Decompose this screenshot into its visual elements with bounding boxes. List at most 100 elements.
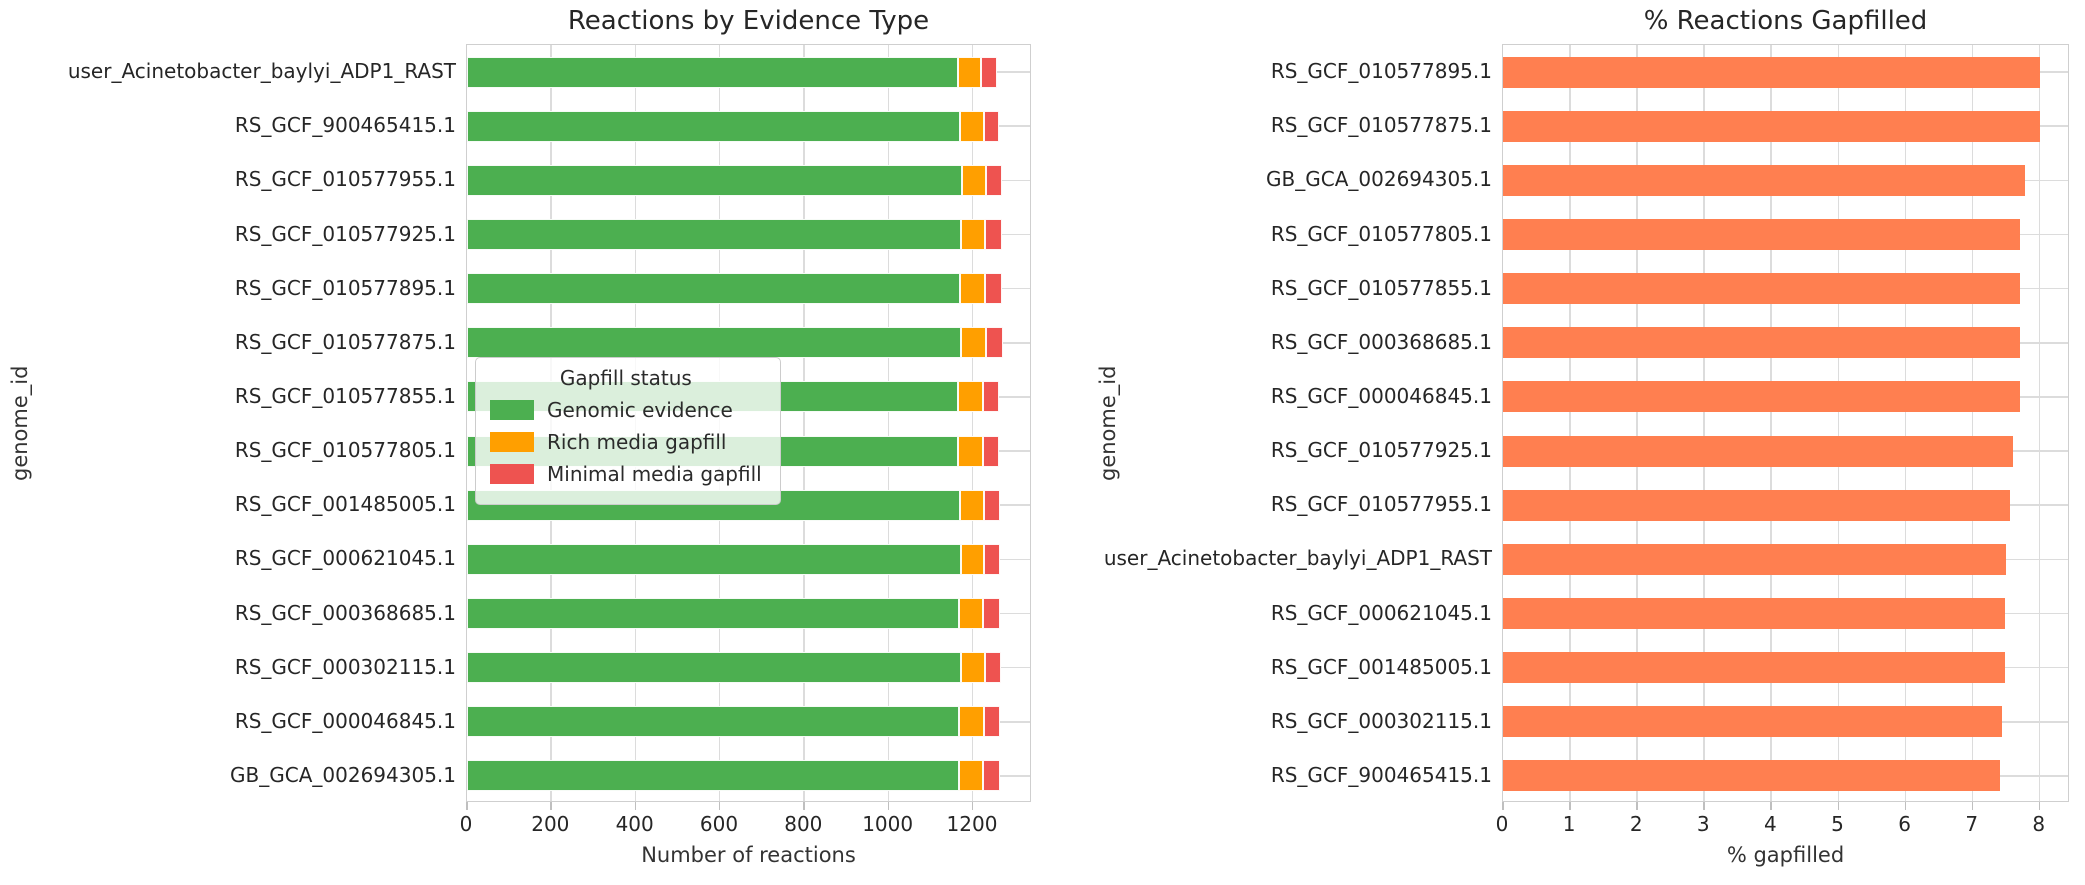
y-tick-label: RS_GCF_010577955.1 xyxy=(1270,492,1492,517)
bar-segment-genomic-evidence xyxy=(467,219,962,250)
x-tick-mark xyxy=(1569,802,1571,810)
x-tick-mark xyxy=(1837,802,1839,810)
x-tick-mark xyxy=(803,802,805,810)
x-tick-mark xyxy=(1703,802,1705,810)
x-gridline xyxy=(1636,45,1638,801)
x-gridline xyxy=(887,45,890,801)
x-tick-mark xyxy=(2038,802,2041,810)
x-tick-mark xyxy=(550,802,552,810)
percent-gapfilled-bar xyxy=(1503,327,2020,359)
bar-segment-genomic-evidence xyxy=(467,164,962,196)
stacked-bar xyxy=(467,760,1000,792)
y-tick-label: RS_GCF_001485005.1 xyxy=(1270,654,1492,679)
x-tick-mark xyxy=(1502,802,1504,810)
bar-segment-minimal-media-gapfill xyxy=(983,110,1000,142)
x-tick-label: 8 xyxy=(2032,812,2046,836)
stacked-bar xyxy=(467,56,998,88)
stacked-bar xyxy=(467,652,1001,684)
x-tick-label: 1000 xyxy=(862,812,914,836)
y-tick-label: RS_GCF_000621045.1 xyxy=(234,546,456,571)
bar-segment-rich-media-gapfill xyxy=(959,110,984,142)
y-tick-label: RS_GCF_000302115.1 xyxy=(234,654,456,679)
x-tick-label: 1 xyxy=(1562,812,1576,836)
stacked-bar xyxy=(467,110,1000,142)
y-tick-label: GB_GCA_002694305.1 xyxy=(230,762,456,787)
stacked-bar xyxy=(467,327,1004,359)
bar-segment-minimal-media-gapfill xyxy=(984,652,1001,684)
percent-gapfilled-bar xyxy=(1503,56,2040,88)
bar-segment-rich-media-gapfill xyxy=(958,435,983,467)
percent-gapfilled-bar xyxy=(1503,598,2005,629)
x-tick-label: 0 xyxy=(459,812,473,836)
bar-segment-minimal-media-gapfill xyxy=(983,706,1000,738)
y-tick-label: RS_GCF_010577855.1 xyxy=(234,383,456,408)
bar-segment-rich-media-gapfill xyxy=(961,164,986,196)
stacked-bar xyxy=(467,543,1001,575)
bar-segment-rich-media-gapfill xyxy=(959,706,984,738)
bar-segment-minimal-media-gapfill xyxy=(981,56,998,88)
bar-segment-minimal-media-gapfill xyxy=(986,327,1004,359)
bar-segment-rich-media-gapfill xyxy=(958,598,984,629)
legend-entries: Genomic evidence Rich media gapfill Minima… xyxy=(490,398,762,486)
bar-segment-genomic-evidence xyxy=(467,543,961,575)
y-tick-label: RS_GCF_000368685.1 xyxy=(1270,329,1492,354)
bar-segment-genomic-evidence xyxy=(467,652,962,684)
y-tick-label: RS_GCF_010577925.1 xyxy=(234,221,456,246)
y-tick-label: RS_GCF_010577955.1 xyxy=(234,167,456,192)
x-gridline xyxy=(2038,45,2041,801)
stacked-bar xyxy=(467,219,1002,250)
percent-gapfilled-bar xyxy=(1503,760,2000,792)
bar-segment-minimal-media-gapfill xyxy=(985,273,1003,305)
legend-label: Minimal media gapfill xyxy=(547,462,762,486)
legend-entry: Minimal media gapfill xyxy=(490,462,762,486)
legend-entry: Genomic evidence xyxy=(490,398,762,422)
stacked-bar xyxy=(467,164,1002,196)
percent-gapfilled-bar xyxy=(1503,219,2020,250)
x-tick-label: 800 xyxy=(784,812,823,836)
x-tick-label: 200 xyxy=(531,812,570,836)
y-tick-label: RS_GCF_900465415.1 xyxy=(234,113,456,138)
percent-gapfilled-bar xyxy=(1503,381,2020,413)
bar-segment-rich-media-gapfill xyxy=(958,381,983,413)
bar-segment-rich-media-gapfill xyxy=(960,327,987,359)
x-gridline xyxy=(1971,45,1974,801)
y-tick-label: RS_GCF_000046845.1 xyxy=(234,708,456,733)
y-tick-label: RS_GCF_010577875.1 xyxy=(234,329,456,354)
x-tick-label: 0 xyxy=(1495,812,1509,836)
bar-segment-minimal-media-gapfill xyxy=(982,381,1000,413)
x-tick-label: 7 xyxy=(1965,812,1979,836)
bar-segment-rich-media-gapfill xyxy=(961,219,986,250)
left-plot-area: Gapfill status Genomic evidence Rich medi… xyxy=(466,44,1031,802)
x-tick-mark xyxy=(1971,802,1974,810)
bar-segment-minimal-media-gapfill xyxy=(985,219,1002,250)
percent-gapfilled-bar xyxy=(1503,164,2026,196)
bar-segment-minimal-media-gapfill xyxy=(984,543,1001,575)
stacked-bar xyxy=(467,706,1000,738)
percent-gapfilled-bar xyxy=(1503,652,2005,684)
bar-segment-minimal-media-gapfill xyxy=(983,489,1000,521)
x-gridline xyxy=(1904,45,1907,801)
x-gridline xyxy=(971,45,974,801)
right-y-axis-label: genome_id xyxy=(1096,365,1120,481)
y-tick-label: RS_GCF_900465415.1 xyxy=(1270,762,1492,787)
y-tick-label: RS_GCF_010577875.1 xyxy=(1270,113,1492,138)
bar-segment-genomic-evidence xyxy=(467,110,960,142)
x-gridline xyxy=(1770,45,1772,801)
bar-segment-minimal-media-gapfill xyxy=(985,164,1002,196)
y-tick-label: RS_GCF_010577805.1 xyxy=(234,438,456,463)
legend-swatch xyxy=(490,432,534,452)
percent-gapfilled-bar xyxy=(1503,110,2040,142)
bar-segment-rich-media-gapfill xyxy=(958,760,984,792)
y-tick-label: user_Acinetobacter_baylyi_ADP1_RAST xyxy=(67,59,456,84)
y-tick-label: user_Acinetobacter_baylyi_ADP1_RAST xyxy=(1103,546,1492,571)
legend-label: Rich media gapfill xyxy=(547,430,727,454)
bar-segment-genomic-evidence xyxy=(467,273,960,305)
x-tick-label: 5 xyxy=(1831,812,1844,836)
x-tick-mark xyxy=(1904,802,1907,810)
bar-segment-rich-media-gapfill xyxy=(959,489,984,521)
bar-segment-minimal-media-gapfill xyxy=(983,760,1000,792)
y-tick-label: RS_GCF_010577925.1 xyxy=(1270,438,1492,463)
x-tick-label: 600 xyxy=(699,812,739,836)
x-tick-mark xyxy=(718,802,721,810)
x-tick-mark xyxy=(887,802,890,810)
